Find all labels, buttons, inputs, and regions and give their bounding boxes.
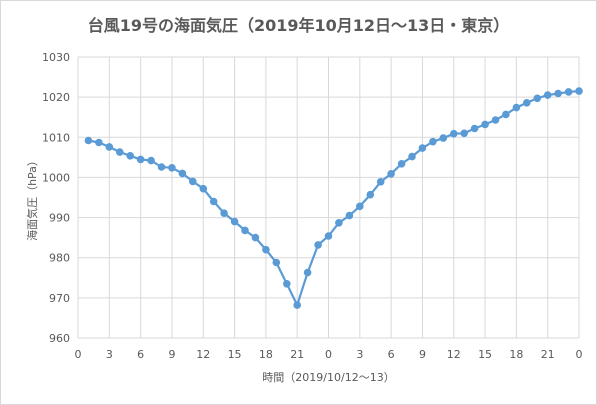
data-point [345,211,354,220]
data-point [293,301,302,309]
data-point [397,160,406,168]
y-tick-label: 990 [49,212,70,225]
data-point [408,152,416,161]
data-point [460,129,469,138]
data-point [199,184,208,193]
data-point [335,219,343,227]
y-tick-label: 980 [49,252,70,265]
data-point [502,110,510,119]
data-point [533,94,542,103]
data-point [481,120,489,129]
data-point [262,245,270,254]
data-point [470,124,479,133]
data-point [575,87,583,95]
data-point [314,241,322,249]
x-tick-label: 0 [576,348,583,361]
x-tick-label: 3 [106,348,113,361]
x-tick-label: 12 [196,348,210,361]
y-tick-label: 1000 [42,171,70,184]
data-point [283,280,291,288]
data-point [491,116,500,124]
data-point [168,164,176,172]
x-tick-label: 0 [75,348,82,361]
data-point [105,143,114,151]
data-point [220,209,228,217]
x-tick-label: 15 [228,348,242,361]
x-tick-label: 21 [290,348,304,361]
data-point [429,137,437,146]
x-tick-label: 9 [168,348,175,361]
series-line [88,90,580,307]
x-tick-label: 6 [388,348,395,361]
y-tick-label: 1010 [42,131,70,144]
data-point [543,91,552,99]
y-tick-label: 970 [49,292,70,305]
data-point [84,136,93,145]
x-tick-label: 0 [325,348,332,361]
data-point [136,155,145,164]
data-point [178,169,187,178]
x-axis-label: 時間（2019/10/12〜13） [262,371,395,384]
x-tick-label: 18 [259,348,273,361]
data-point [116,148,124,156]
data-point [356,202,364,211]
data-point [387,170,395,178]
data-point [189,177,197,186]
data-point [209,197,218,206]
data-point [126,152,134,160]
data-point [147,156,155,165]
data-point [439,134,448,142]
x-tick-label: 12 [447,348,461,361]
data-point [523,99,531,107]
data-point [241,226,249,235]
data-point [366,190,375,199]
x-tick-label: 6 [137,348,144,361]
x-tick-label: 15 [478,348,492,361]
data-point [251,233,260,242]
data-point [450,129,458,138]
data-point [418,144,427,152]
data-point [324,232,333,240]
y-tick-label: 1020 [42,91,70,104]
data-point [303,268,312,277]
y-tick-label: 1030 [42,51,70,64]
data-point [554,89,562,98]
data-point [95,138,103,147]
data-point [157,163,166,171]
x-tick-label: 3 [356,348,363,361]
data-point [272,258,281,267]
data-point [512,103,521,112]
chart-title: 台風19号の海面気圧（2019年10月12日〜13日・東京） [87,16,510,35]
data-point [564,88,573,96]
x-tick-label: 9 [419,348,426,361]
x-tick-label: 18 [509,348,523,361]
x-tick-label: 21 [541,348,555,361]
y-tick-label: 960 [49,332,70,345]
data-point [376,178,385,186]
data-point [230,217,239,226]
